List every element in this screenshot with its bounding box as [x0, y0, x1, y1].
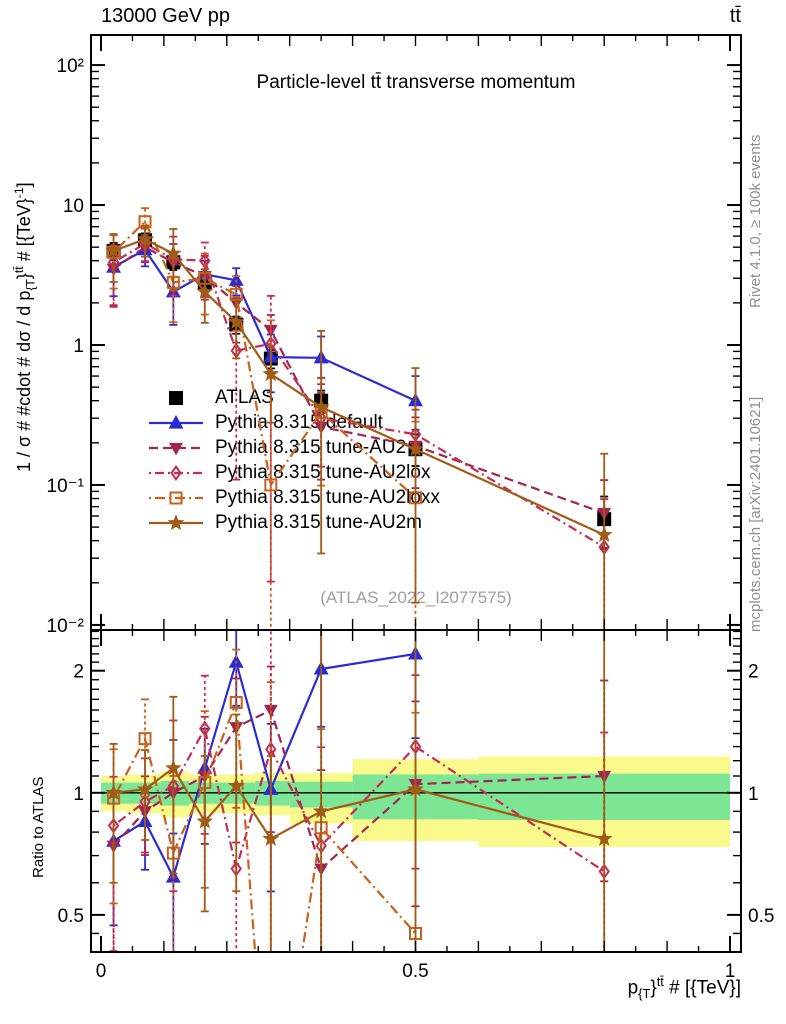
- legend-item: ATLAS: [147, 385, 440, 410]
- legend-item-label: Pythia 8.315 tune-AU2lox: [215, 461, 431, 483]
- series-line: [113, 242, 605, 549]
- data-marker: [105, 784, 122, 800]
- legend-marker-icon: [149, 442, 203, 455]
- data-marker: [227, 313, 245, 330]
- x-axis-title: p{T}tt̄ # [{TeV}]: [627, 974, 741, 1002]
- data-marker: [165, 244, 182, 261]
- data-marker: [105, 242, 122, 259]
- main-y-tick-label: 10⁻²: [47, 616, 85, 637]
- panel-frames: [90, 34, 742, 953]
- process-label: tt̄: [729, 5, 741, 27]
- legend-item-label: Pythia 8.315 tune-AU2m: [215, 511, 423, 533]
- ratio-y-tick-label-right: 1: [748, 784, 759, 805]
- series-line: [112, 245, 605, 515]
- data-marker: [170, 464, 182, 481]
- x-tick-label: 1: [725, 961, 736, 982]
- data-marker: [264, 478, 278, 492]
- main-y-tick-label: 1: [73, 336, 84, 357]
- series-line: [113, 248, 416, 402]
- data-marker: [595, 830, 613, 846]
- ratio-y-axis-title: Ratio to ATLAS: [30, 776, 47, 878]
- data-marker: [138, 732, 152, 746]
- mcplots-credit-note: mcplots.cern.ch [arXiv:2401.10621]: [747, 396, 764, 632]
- ratio-y-tick-label-right: 2: [748, 662, 759, 683]
- x-tick-label: 0.5: [402, 961, 428, 982]
- beam-energy-label: 13000 GeV pp: [101, 5, 230, 27]
- legend-marker-icon: [169, 390, 183, 405]
- data-marker: [312, 398, 330, 415]
- legend-marker-icon: [149, 414, 203, 429]
- legend-item-label: ATLAS: [215, 386, 274, 408]
- data-marker: [196, 812, 214, 829]
- data-marker: [165, 759, 182, 776]
- ratio-y-tick-label-left: 0.5: [58, 906, 84, 927]
- legend-item: Pythia 8.315 tune-AU2lox: [147, 460, 440, 485]
- data-marker: [168, 414, 184, 429]
- data-marker: [262, 365, 280, 382]
- main-panel: [105, 207, 613, 630]
- data-marker: [227, 777, 245, 793]
- data-marker: [169, 442, 183, 455]
- data-marker: [136, 230, 154, 247]
- series-pythia-8-315-tune-au2m: [105, 630, 613, 952]
- legend-marker-icon: [149, 513, 203, 530]
- data-marker: [262, 830, 280, 846]
- data-marker: [229, 695, 243, 709]
- ratio-panel: [105, 630, 613, 952]
- series-pythia-8-315-tune-au2m: [105, 224, 613, 630]
- data-marker: [407, 780, 424, 797]
- series-line: [112, 219, 417, 499]
- axis-tick-labels: 10² 10 1 10⁻¹ 10⁻² 2 2 1 1 0.5 0.5 0 0.5 1: [47, 56, 775, 982]
- data-marker: [595, 526, 613, 542]
- data-marker: [196, 283, 214, 299]
- data-marker: [199, 720, 211, 737]
- main-y-tick-label: 10²: [57, 56, 84, 77]
- data-marker: [136, 780, 154, 797]
- data-marker: [169, 390, 183, 405]
- ratio-y-tick-label-left: 2: [73, 662, 84, 683]
- data-marker: [199, 252, 211, 269]
- legend-item: Pythia 8.315 tune-AU2m: [147, 510, 440, 535]
- legend-marker-icon: [149, 491, 203, 504]
- rivet-version-note: Rivet 4.1.0, ≥ 100k events: [747, 134, 764, 308]
- main-y-tick-label: 10⁻¹: [47, 476, 85, 497]
- series-line: [113, 652, 416, 880]
- main-y-tick-label: 10: [63, 196, 84, 217]
- series-pythia-8-315-tune-au2loxx: [107, 207, 422, 630]
- legend-marker-icon: [149, 464, 203, 481]
- ratio-y-tick-label-right: 0.5: [748, 906, 774, 927]
- data-marker: [167, 513, 185, 530]
- data-marker: [169, 491, 183, 504]
- series-pythia-8-315-tune-au2lox: [107, 227, 610, 630]
- x-tick-label: 0: [96, 961, 107, 982]
- data-marker: [407, 440, 424, 457]
- plot-title: Particle-level tt̄ transverse momentum: [256, 72, 576, 93]
- ratio-y-tick-label-left: 1: [73, 784, 84, 805]
- main-y-axis-title: 1 / σ # #cdot # dσ / d p{T}tt̄ # [{TeV}-…: [12, 182, 38, 472]
- data-marker: [312, 802, 330, 819]
- series-line: [112, 702, 417, 952]
- series-pythia-8-315-default: [106, 238, 423, 431]
